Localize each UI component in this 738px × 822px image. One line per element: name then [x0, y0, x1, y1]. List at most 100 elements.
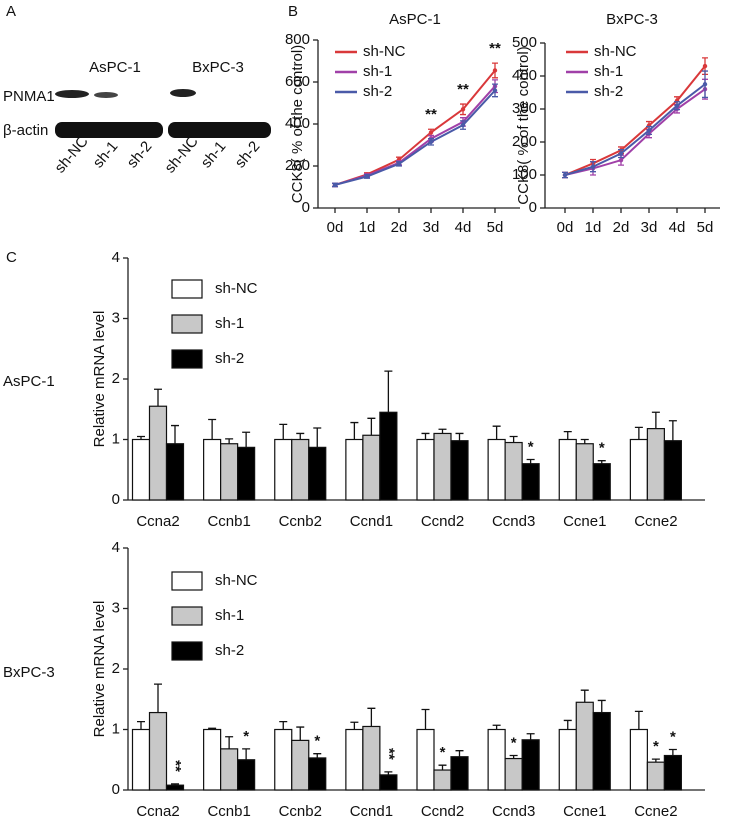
bar — [131, 438, 151, 501]
error-bar — [242, 748, 251, 760]
series-line — [564, 88, 706, 176]
legend-label: sh-1 — [215, 607, 244, 624]
bar — [629, 728, 648, 791]
y-tick-label: 1 — [112, 430, 120, 447]
blot-lane-label: sh-2 — [124, 138, 156, 171]
x-tick-label: 3d — [423, 219, 440, 236]
x-tick-label: Ccnd3 — [492, 803, 535, 820]
bar — [237, 446, 256, 501]
error-bar — [225, 438, 234, 444]
bar — [450, 440, 469, 501]
point — [428, 139, 434, 145]
y-tick-label: 300 — [512, 100, 537, 117]
series-line — [334, 89, 496, 186]
legend-label: sh-1 — [215, 315, 244, 332]
error-bar — [296, 726, 305, 741]
point — [646, 128, 652, 133]
bar — [646, 761, 665, 791]
error-bar — [279, 720, 288, 730]
y-tick-label: 600 — [285, 73, 310, 90]
bar — [487, 728, 506, 791]
point — [562, 172, 568, 178]
bar — [416, 438, 435, 501]
bar — [345, 728, 364, 791]
bar — [629, 438, 648, 501]
blot-lane-label: sh-NC — [161, 133, 201, 177]
bar — [521, 463, 540, 501]
legend-swatch — [171, 349, 203, 369]
bar — [291, 739, 310, 791]
error-bar — [421, 432, 430, 440]
y-tick-label: 500 — [512, 34, 537, 51]
bar — [308, 757, 327, 791]
error-bar — [509, 435, 518, 443]
error-bar — [296, 432, 305, 440]
x-tick-label: Ccne2 — [634, 513, 677, 530]
x-tick-label: Ccnd1 — [350, 513, 393, 530]
legend-label: sh-2 — [215, 350, 244, 367]
point — [492, 68, 498, 73]
bar — [203, 728, 222, 791]
y-tick-label: 0 — [112, 491, 120, 508]
legend-label: sh-NC — [215, 572, 258, 589]
error-bar — [455, 750, 464, 757]
series-line — [564, 83, 706, 176]
point — [674, 103, 680, 108]
legend-swatch — [171, 571, 203, 591]
x-tick-label: Ccnd1 — [350, 803, 393, 820]
y-tick-label: 0 — [529, 199, 537, 216]
x-tick-label: Ccnb2 — [279, 513, 322, 530]
blot-row-label: PNMA1 — [3, 88, 55, 105]
error-bar — [279, 423, 288, 440]
x-tick-label: Ccnb2 — [279, 803, 322, 820]
annotation: * — [599, 440, 605, 457]
bar — [274, 728, 293, 791]
bar — [345, 438, 364, 501]
y-tick-label: 4 — [112, 539, 120, 556]
x-tick-label: 2d — [391, 219, 408, 236]
error-bar — [634, 426, 643, 440]
bar — [379, 774, 398, 791]
chart-title: AsPC-1 — [389, 11, 441, 28]
annotation: * — [511, 734, 517, 751]
chart: 0 1 2 3 4 Relative mRNA level BxPC-3 Ccna2 Ccnb1… — [3, 539, 705, 820]
y-tick-label: 2 — [112, 370, 120, 387]
y-tick-label: 0 — [112, 781, 120, 798]
y-tick-label: 400 — [285, 115, 310, 132]
bar — [220, 748, 239, 791]
point — [396, 161, 402, 167]
annotation: ** — [380, 748, 397, 760]
error-bar — [526, 458, 535, 464]
blot-cell-line: BxPC-3 — [192, 59, 244, 76]
y-axis-label: CCK8( % of the control) — [515, 46, 532, 204]
blot-bands — [55, 89, 271, 138]
point — [460, 107, 466, 112]
x-tick-label: 5d — [697, 219, 714, 236]
x-tick-label: 5d — [487, 219, 504, 236]
annotation: * — [243, 728, 249, 745]
error-bar — [350, 421, 359, 440]
legend-label: sh-2 — [215, 642, 244, 659]
error-bar — [563, 430, 572, 440]
annotation: * — [653, 738, 659, 755]
bar — [165, 784, 185, 791]
annotation: * — [670, 728, 676, 745]
y-tick-label: 4 — [112, 249, 120, 266]
bar — [646, 428, 665, 501]
legend-label: sh-1 — [594, 63, 623, 80]
point — [590, 164, 596, 169]
annotation: * — [528, 438, 534, 455]
y-tick-label: 200 — [285, 157, 310, 174]
legend-swatch — [171, 279, 203, 299]
error-bar — [455, 432, 464, 441]
legend-label: sh-NC — [363, 43, 406, 60]
error-bar — [492, 724, 501, 730]
x-tick-label: 4d — [669, 219, 686, 236]
error-bar — [634, 710, 643, 730]
bar — [433, 432, 452, 501]
bar — [521, 739, 540, 791]
y-tick-label: 0 — [302, 199, 310, 216]
error-bar — [526, 733, 535, 740]
